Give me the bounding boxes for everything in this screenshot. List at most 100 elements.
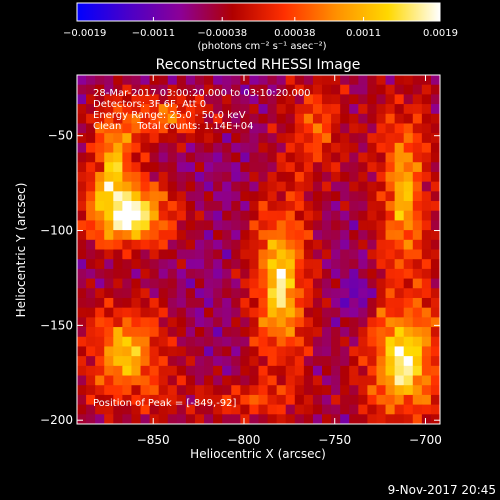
image-pixel bbox=[322, 385, 332, 396]
image-pixel bbox=[331, 268, 341, 280]
image-pixel bbox=[276, 84, 287, 95]
image-pixel bbox=[77, 220, 87, 231]
image-pixel bbox=[104, 123, 114, 134]
image-pixel bbox=[86, 133, 96, 144]
image-pixel bbox=[131, 210, 142, 222]
image-pixel bbox=[104, 75, 114, 86]
image-pixel bbox=[376, 278, 387, 289]
image-pixel bbox=[77, 75, 87, 86]
image-pixel bbox=[240, 201, 251, 212]
image-pixel bbox=[222, 404, 232, 415]
image-pixel bbox=[394, 297, 405, 309]
image-pixel bbox=[376, 210, 387, 222]
image-pixel bbox=[140, 142, 151, 154]
image-pixel bbox=[149, 191, 160, 202]
image-pixel bbox=[122, 133, 133, 144]
image-pixel bbox=[104, 356, 114, 367]
image-pixel bbox=[149, 133, 160, 144]
image-pixel bbox=[276, 94, 287, 105]
image-pixel bbox=[294, 317, 305, 328]
image-pixel bbox=[204, 307, 214, 318]
image-pixel bbox=[294, 201, 305, 212]
image-pixel bbox=[322, 201, 332, 212]
image-pixel bbox=[385, 365, 396, 377]
image-pixel bbox=[77, 84, 87, 95]
image-pixel bbox=[149, 201, 160, 212]
image-pixel bbox=[176, 142, 187, 154]
image-pixel bbox=[349, 181, 359, 192]
image-pixel bbox=[303, 394, 314, 406]
image-pixel bbox=[95, 317, 105, 328]
image-pixel bbox=[167, 230, 178, 241]
image-pixel bbox=[294, 288, 305, 299]
image-pixel bbox=[185, 152, 196, 163]
image-pixel bbox=[231, 181, 241, 192]
image-pixel bbox=[258, 171, 269, 183]
image-pixel bbox=[149, 394, 160, 406]
image-pixel bbox=[167, 113, 178, 125]
image-pixel bbox=[312, 162, 323, 173]
image-pixel bbox=[113, 152, 123, 163]
image-pixel bbox=[412, 171, 423, 183]
image-pixel bbox=[240, 230, 251, 241]
image-pixel bbox=[403, 259, 414, 270]
image-pixel bbox=[349, 307, 359, 318]
image-pixel bbox=[176, 317, 187, 328]
image-pixel bbox=[303, 278, 314, 289]
image-pixel bbox=[376, 336, 387, 348]
image-pixel bbox=[412, 94, 423, 105]
image-pixel bbox=[331, 181, 341, 192]
image-pixel bbox=[213, 142, 223, 154]
image-pixel bbox=[331, 317, 341, 328]
image-pixel bbox=[176, 259, 187, 270]
image-pixel bbox=[167, 171, 178, 183]
image-pixel bbox=[95, 375, 105, 386]
image-pixel bbox=[249, 142, 260, 154]
image-pixel bbox=[194, 84, 205, 95]
image-pixel bbox=[412, 191, 423, 202]
image-pixel bbox=[204, 220, 214, 231]
image-pixel bbox=[113, 327, 123, 338]
image-pixel bbox=[176, 84, 187, 95]
image-pixel bbox=[194, 133, 205, 144]
image-pixel bbox=[185, 142, 196, 154]
image-pixel bbox=[77, 365, 87, 377]
image-pixel bbox=[294, 414, 305, 424]
image-pixel bbox=[403, 191, 414, 202]
image-pixel bbox=[331, 210, 341, 222]
image-pixel bbox=[95, 210, 105, 222]
image-pixel bbox=[312, 336, 323, 348]
image-pixel bbox=[104, 191, 114, 202]
image-pixel bbox=[194, 142, 205, 154]
image-pixel bbox=[421, 385, 432, 396]
image-pixel bbox=[176, 201, 187, 212]
colorbar-ticks: −0.0019 −0.0011 −0.00038 0.00038 0.0011 0.001… bbox=[63, 17, 458, 39]
image-pixel bbox=[276, 394, 287, 406]
image-pixel bbox=[303, 317, 314, 328]
image-pixel bbox=[86, 346, 96, 357]
image-pixel bbox=[95, 288, 105, 299]
image-pixel bbox=[421, 327, 432, 338]
image-pixel bbox=[376, 94, 387, 105]
image-pixel bbox=[312, 201, 323, 212]
image-pixel bbox=[349, 356, 359, 367]
image-pixel bbox=[113, 259, 123, 270]
image-pixel bbox=[194, 404, 205, 415]
image-pixel bbox=[322, 356, 332, 367]
image-pixel bbox=[322, 336, 332, 348]
image-pixel bbox=[204, 288, 214, 299]
image-pixel bbox=[421, 123, 432, 134]
image-pixel bbox=[131, 84, 142, 95]
image-pixel bbox=[158, 346, 169, 357]
image-pixel bbox=[122, 346, 133, 357]
image-pixel bbox=[331, 239, 341, 251]
image-pixel bbox=[285, 278, 296, 289]
image-pixel bbox=[86, 404, 96, 415]
image-pixel bbox=[385, 278, 396, 289]
image-pixel bbox=[312, 346, 323, 357]
image-pixel bbox=[213, 297, 223, 309]
image-pixel bbox=[231, 123, 241, 134]
image-pixel bbox=[394, 394, 405, 406]
image-pixel bbox=[376, 104, 387, 115]
image-pixel bbox=[267, 297, 278, 309]
